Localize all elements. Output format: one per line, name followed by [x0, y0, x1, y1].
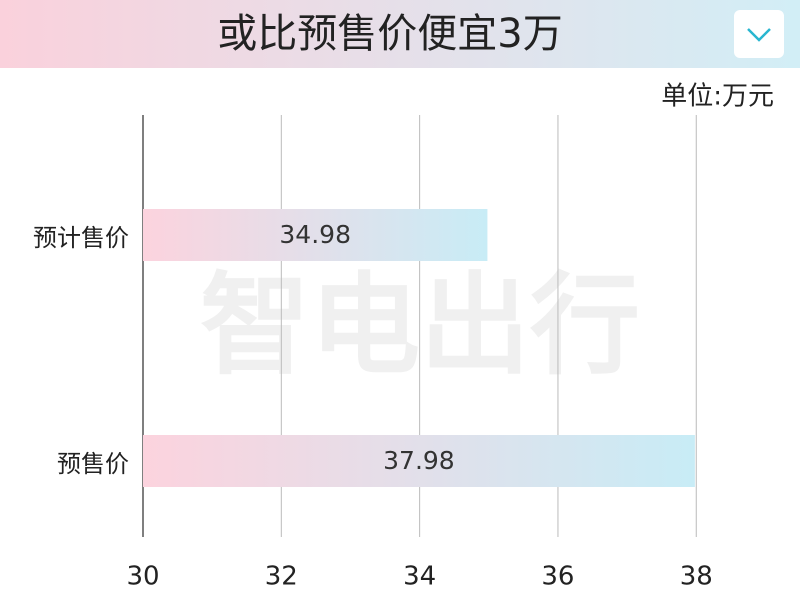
bar: [143, 209, 488, 261]
x-tick-label: 34: [403, 562, 436, 592]
y-tick-label: 预计售价: [33, 224, 129, 252]
collapse-button[interactable]: [734, 10, 784, 58]
x-tick-label: 36: [541, 562, 574, 592]
header-band: [0, 0, 800, 68]
bar: [143, 435, 695, 487]
chart-title: 或比预售价便宜3万: [217, 11, 562, 57]
x-tick-label: 32: [265, 562, 298, 592]
data-label: 34.98: [279, 220, 351, 249]
data-label: 37.98: [383, 446, 455, 475]
unit-label: 单位:万元: [661, 82, 774, 112]
x-tick-label: 38: [680, 562, 713, 592]
y-tick-label: 预售价: [57, 450, 129, 478]
x-tick-label: 30: [126, 562, 159, 592]
